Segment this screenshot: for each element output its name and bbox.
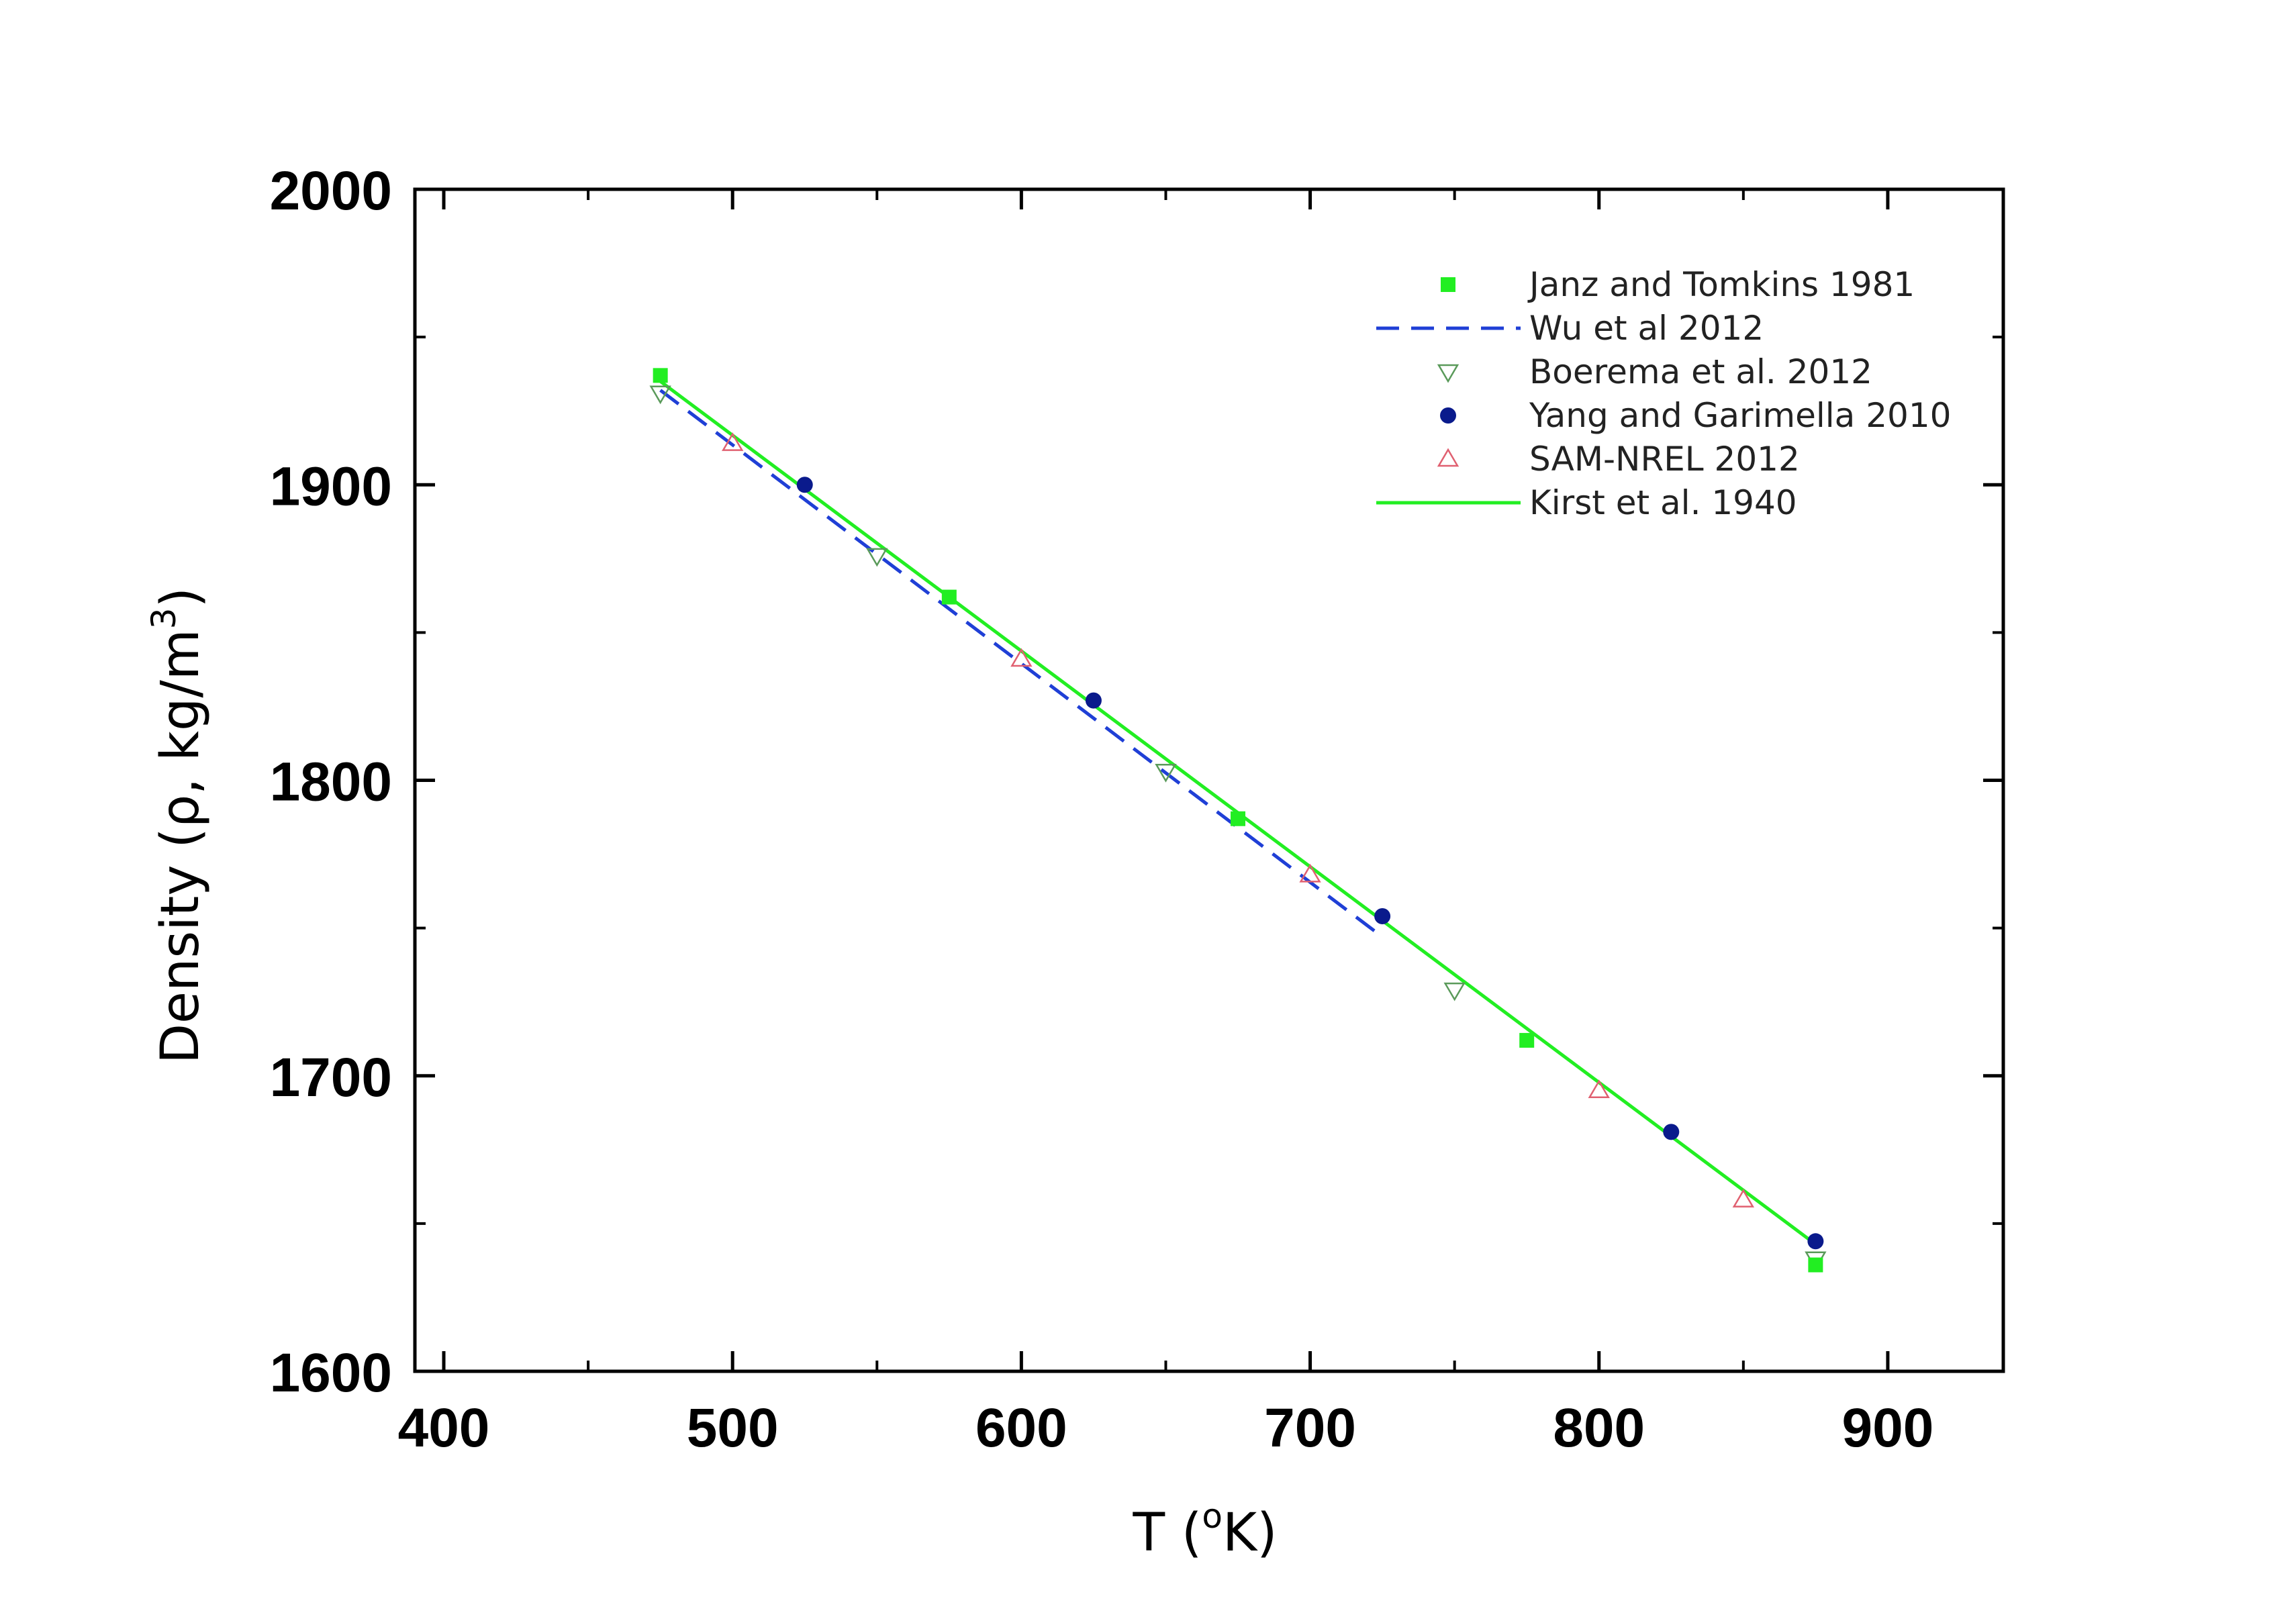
data-point bbox=[1808, 1257, 1823, 1273]
data-point bbox=[649, 385, 671, 405]
legend-item: Yang and Garimella 2010 bbox=[1440, 396, 1951, 435]
legend-label: Kirst et al. 1940 bbox=[1529, 483, 1797, 522]
plot-content bbox=[649, 368, 1827, 1273]
data-point bbox=[1443, 982, 1466, 1001]
data-point bbox=[1732, 1189, 1755, 1208]
legend-label: Wu et al 2012 bbox=[1529, 309, 1764, 348]
legend-item: Kirst et al. 1940 bbox=[1376, 483, 1797, 522]
series-yang-and-garimella-2010 bbox=[796, 477, 1824, 1250]
legend-label: Janz and Tomkins 1981 bbox=[1527, 265, 1915, 304]
data-point bbox=[1374, 908, 1391, 925]
series-sam-nrel-2012 bbox=[722, 432, 1755, 1208]
legend-item: Janz and Tomkins 1981 bbox=[1441, 265, 1915, 304]
data-point bbox=[722, 432, 744, 451]
data-point bbox=[796, 477, 813, 493]
data-point bbox=[1519, 1032, 1535, 1048]
data-point bbox=[653, 368, 668, 383]
axis-ticks bbox=[415, 187, 2003, 1373]
data-point bbox=[1231, 811, 1246, 826]
legend-marker-swatch bbox=[1437, 364, 1460, 383]
x-axis-title: T (oK) bbox=[1132, 1497, 1277, 1563]
legend-marker-swatch bbox=[1441, 277, 1455, 292]
legend-marker-swatch bbox=[1440, 407, 1456, 424]
x-tick-label: 400 bbox=[398, 1397, 490, 1459]
legend-label: Yang and Garimella 2010 bbox=[1529, 396, 1951, 435]
x-tick-label: 700 bbox=[1264, 1397, 1356, 1459]
data-point bbox=[1588, 1079, 1610, 1099]
legend: Janz and Tomkins 1981 Wu et al 2012 Boerem… bbox=[1376, 265, 1951, 522]
data-point bbox=[1010, 648, 1033, 667]
legend-label: Boerema et al. 2012 bbox=[1529, 352, 1872, 391]
y-tick-label: 1800 bbox=[270, 752, 392, 813]
legend-label: SAM-NREL 2012 bbox=[1529, 440, 1800, 479]
data-point bbox=[1155, 764, 1177, 783]
data-point bbox=[1807, 1233, 1824, 1250]
y-tick-label: 1600 bbox=[270, 1342, 392, 1404]
axis-tick-labels: 400 500 600 700 800 900 1600 1700 1800 1900 2000 bbox=[270, 160, 1934, 1459]
x-tick-label: 600 bbox=[975, 1397, 1067, 1459]
x-tick-label: 800 bbox=[1553, 1397, 1645, 1459]
data-point bbox=[1085, 692, 1102, 709]
data-point bbox=[866, 548, 888, 567]
x-tick-label: 900 bbox=[1842, 1397, 1934, 1459]
y-axis-title: Density (ρ, kg/m3) bbox=[144, 587, 211, 1064]
y-tick-label: 1900 bbox=[270, 456, 392, 517]
legend-item: SAM-NREL 2012 bbox=[1437, 440, 1800, 479]
y-tick-label: 1700 bbox=[270, 1047, 392, 1108]
legend-marker-swatch bbox=[1437, 448, 1460, 467]
legend-item: Boerema et al. 2012 bbox=[1437, 352, 1872, 391]
y-tick-label: 2000 bbox=[270, 160, 392, 222]
x-tick-label: 500 bbox=[687, 1397, 779, 1459]
data-point bbox=[941, 589, 957, 605]
legend-item: Wu et al 2012 bbox=[1376, 309, 1764, 348]
series-line-wu-et-al-2012 bbox=[659, 389, 1384, 938]
series-janz-and-tomkins-1981 bbox=[653, 368, 1823, 1273]
data-point bbox=[1299, 863, 1321, 883]
data-point bbox=[1663, 1124, 1680, 1140]
